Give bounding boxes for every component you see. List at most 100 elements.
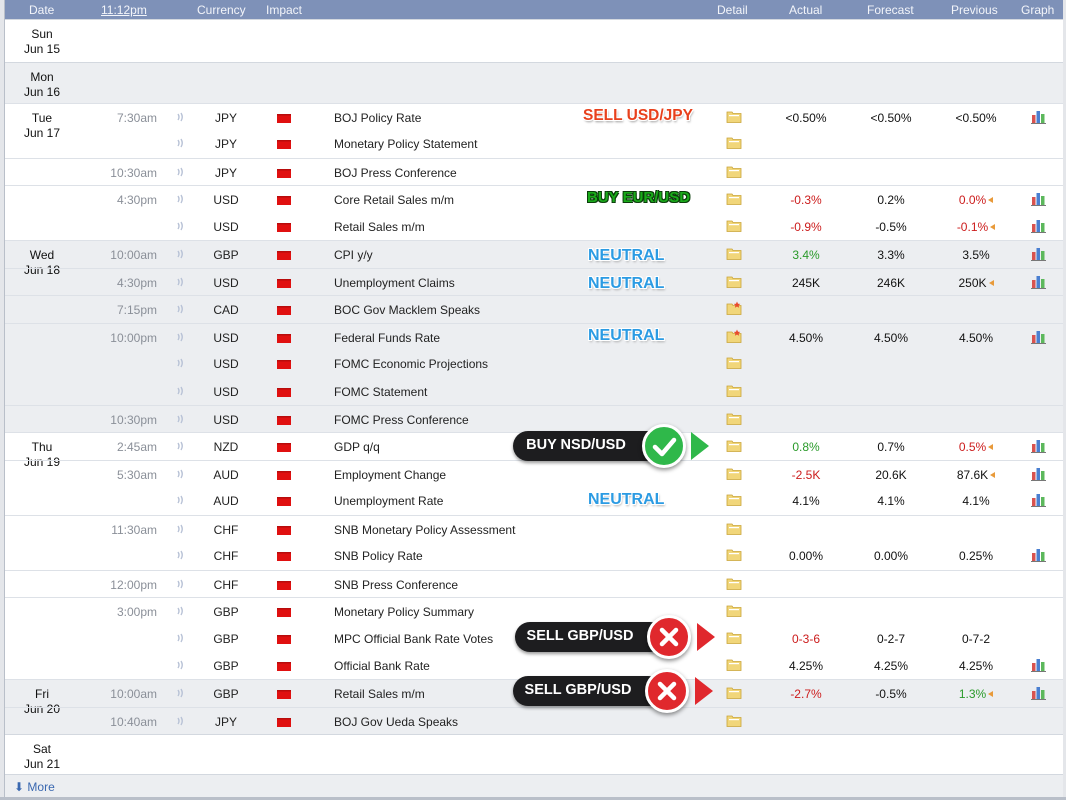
detail-folder-icon[interactable] — [726, 521, 742, 535]
bell-icon[interactable] — [175, 494, 185, 506]
table-row[interactable]: 10:00pm USD Federal Funds Rate 4.50% 4.50% 4.… — [5, 323, 1063, 351]
detail-folder-icon[interactable] — [726, 547, 742, 561]
table-row[interactable]: 10:00am GBP CPI y/y 3.4% 3.3% 3.5% — [5, 240, 1063, 268]
event-title[interactable]: BOC Gov Macklem Speaks — [334, 303, 481, 317]
detail-folder-icon[interactable] — [726, 603, 742, 617]
table-row[interactable]: CHF SNB Policy Rate 0.00% 0.00% 0.25% — [5, 542, 1063, 570]
detail-folder-icon[interactable] — [726, 218, 742, 232]
graph-icon[interactable] — [1031, 246, 1047, 261]
graph-icon[interactable] — [1031, 547, 1047, 562]
graph-icon[interactable] — [1031, 685, 1047, 700]
graph-icon[interactable] — [1031, 191, 1047, 206]
event-title[interactable]: FOMC Economic Projections — [334, 357, 489, 371]
event-title[interactable]: BOJ Press Conference — [334, 166, 457, 180]
table-row[interactable]: 7:15pm CAD BOC Gov Macklem Speaks — [5, 295, 1063, 323]
bell-icon[interactable] — [175, 331, 185, 343]
event-title[interactable]: Official Bank Rate — [334, 659, 430, 673]
table-row[interactable]: USD Retail Sales m/m -0.9% -0.5% -0.1% — [5, 213, 1063, 241]
bell-icon[interactable] — [175, 357, 185, 369]
bell-icon[interactable] — [175, 166, 185, 178]
table-row[interactable]: 7:30am JPY BOJ Policy Rate <0.50% <0.50% <0.5… — [5, 103, 1063, 131]
bell-icon[interactable] — [175, 578, 185, 590]
event-title[interactable]: GDP q/q — [334, 440, 380, 454]
bell-icon[interactable] — [175, 440, 185, 452]
detail-folder-icon[interactable] — [726, 274, 742, 288]
bell-icon[interactable] — [175, 715, 185, 727]
bell-icon[interactable] — [175, 303, 185, 315]
detail-folder-icon[interactable] — [726, 383, 742, 397]
graph-icon[interactable] — [1031, 466, 1047, 481]
detail-folder-icon[interactable] — [726, 109, 742, 123]
table-row[interactable]: 5:30am AUD Employment Change -2.5K 20.6K 87.6… — [5, 460, 1063, 488]
bell-icon[interactable] — [175, 137, 185, 149]
event-title[interactable]: MPC Official Bank Rate Votes — [334, 632, 494, 646]
table-row[interactable]: 10:40am JPY BOJ Gov Ueda Speaks — [5, 707, 1063, 735]
event-title[interactable]: Retail Sales m/m — [334, 220, 425, 234]
detail-folder-icon[interactable] — [726, 164, 742, 178]
table-row[interactable]: 10:30pm USD FOMC Press Conference — [5, 405, 1063, 433]
detail-folder-icon[interactable] — [726, 355, 742, 369]
bell-icon[interactable] — [175, 413, 185, 425]
event-title[interactable]: Monetary Policy Summary — [334, 605, 475, 619]
bell-icon[interactable] — [175, 687, 185, 699]
event-title[interactable]: CPI y/y — [334, 248, 373, 262]
bell-icon[interactable] — [175, 549, 185, 561]
event-title[interactable]: SNB Press Conference — [334, 578, 459, 592]
event-title[interactable]: Retail Sales m/m — [334, 687, 425, 701]
event-title[interactable]: FOMC Statement — [334, 385, 428, 399]
event-title[interactable]: Unemployment Claims — [334, 276, 455, 290]
graph-icon[interactable] — [1031, 218, 1047, 233]
detail-folder-icon[interactable] — [726, 576, 742, 590]
graph-icon[interactable] — [1031, 329, 1047, 344]
bell-icon[interactable] — [175, 523, 185, 535]
table-row[interactable]: JPY Monetary Policy Statement — [5, 130, 1063, 158]
table-row[interactable]: AUD Unemployment Rate 4.1% 4.1% 4.1% — [5, 487, 1063, 515]
table-row[interactable]: 3:00pm GBP Monetary Policy Summary — [5, 597, 1063, 625]
bell-icon[interactable] — [175, 248, 185, 260]
event-title[interactable]: Federal Funds Rate — [334, 331, 441, 345]
table-row[interactable]: GBP MPC Official Bank Rate Votes 0-3-6 0-2-… — [5, 625, 1063, 653]
graph-icon[interactable] — [1031, 438, 1047, 453]
bell-icon[interactable] — [175, 468, 185, 480]
detail-folder-icon[interactable] — [726, 329, 742, 343]
event-title[interactable]: Employment Change — [334, 468, 447, 482]
bell-icon[interactable] — [175, 659, 185, 671]
detail-folder-icon[interactable] — [726, 466, 742, 480]
event-title[interactable]: Core Retail Sales m/m — [334, 193, 455, 207]
detail-folder-icon[interactable] — [726, 246, 742, 260]
bell-icon[interactable] — [175, 385, 185, 397]
graph-icon[interactable] — [1031, 274, 1047, 289]
detail-folder-icon[interactable] — [726, 301, 742, 315]
bell-icon[interactable] — [175, 276, 185, 288]
table-row[interactable]: 10:30am JPY BOJ Press Conference — [5, 158, 1063, 186]
event-title[interactable]: Unemployment Rate — [334, 494, 444, 508]
header-time[interactable]: 11:12pm — [101, 3, 147, 17]
table-row[interactable]: 4:30pm USD Unemployment Claims 245K 246K 250K — [5, 268, 1063, 296]
bell-icon[interactable] — [175, 632, 185, 644]
bell-icon[interactable] — [175, 605, 185, 617]
event-title[interactable]: BOJ Gov Ueda Speaks — [334, 715, 459, 729]
event-title[interactable]: SNB Monetary Policy Assessment — [334, 523, 516, 537]
event-title[interactable]: SNB Policy Rate — [334, 549, 423, 563]
event-title[interactable]: Monetary Policy Statement — [334, 137, 478, 151]
detail-folder-icon[interactable] — [726, 713, 742, 727]
detail-folder-icon[interactable] — [726, 630, 742, 644]
bell-icon[interactable] — [175, 111, 185, 123]
bell-icon[interactable] — [175, 193, 185, 205]
event-title[interactable]: BOJ Policy Rate — [334, 111, 422, 125]
table-row[interactable]: USD FOMC Statement — [5, 378, 1063, 406]
detail-folder-icon[interactable] — [726, 657, 742, 671]
table-row[interactable]: GBP Official Bank Rate 4.25% 4.25% 4.25% — [5, 652, 1063, 680]
detail-folder-icon[interactable] — [726, 685, 742, 699]
more-link[interactable]: ⬇ More — [14, 780, 55, 794]
bell-icon[interactable] — [175, 220, 185, 232]
detail-folder-icon[interactable] — [726, 492, 742, 506]
graph-icon[interactable] — [1031, 492, 1047, 507]
event-title[interactable]: FOMC Press Conference — [334, 413, 469, 427]
table-row[interactable]: USD FOMC Economic Projections — [5, 350, 1063, 378]
detail-folder-icon[interactable] — [726, 135, 742, 149]
detail-folder-icon[interactable] — [726, 438, 742, 452]
detail-folder-icon[interactable] — [726, 411, 742, 425]
table-row[interactable]: 4:30pm USD Core Retail Sales m/m -0.3% 0.2% 0… — [5, 185, 1063, 213]
graph-icon[interactable] — [1031, 109, 1047, 124]
